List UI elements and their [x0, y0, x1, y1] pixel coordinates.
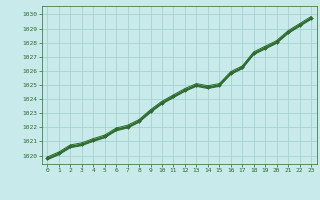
Text: Graphe pression niveau de la mer (hPa): Graphe pression niveau de la mer (hPa): [58, 183, 262, 192]
